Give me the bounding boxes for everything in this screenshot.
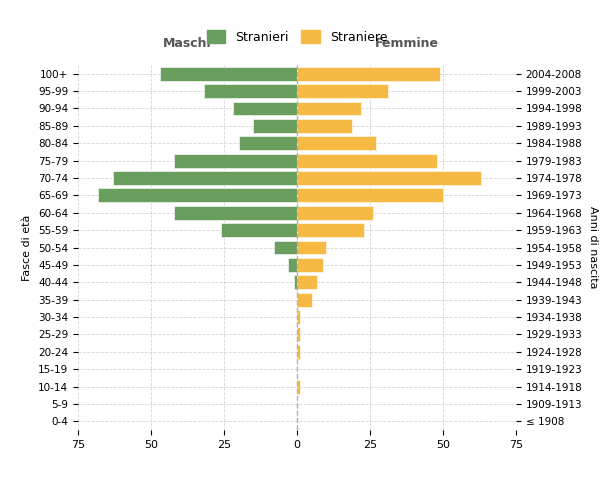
Y-axis label: Anni di nascita: Anni di nascita — [588, 206, 598, 289]
Bar — [297, 345, 300, 358]
Bar — [297, 66, 440, 80]
Bar — [297, 276, 317, 289]
Legend: Stranieri, Straniere: Stranieri, Straniere — [200, 24, 394, 50]
Bar — [221, 223, 297, 237]
Bar — [203, 84, 297, 98]
Bar — [297, 292, 311, 306]
Bar — [160, 66, 297, 80]
Bar — [274, 240, 297, 254]
Bar — [297, 188, 443, 202]
Text: Maschi: Maschi — [163, 38, 212, 51]
Bar — [297, 119, 352, 133]
Bar — [297, 136, 376, 150]
Bar — [297, 258, 323, 272]
Bar — [294, 276, 297, 289]
Bar — [253, 119, 297, 133]
Bar — [233, 102, 297, 116]
Bar — [297, 223, 364, 237]
Bar — [297, 171, 481, 185]
Bar — [297, 102, 361, 116]
Bar — [297, 84, 388, 98]
Bar — [297, 240, 326, 254]
Bar — [297, 328, 300, 342]
Y-axis label: Fasce di età: Fasce di età — [22, 214, 32, 280]
Bar — [297, 206, 373, 220]
Bar — [239, 136, 297, 150]
Bar — [113, 171, 297, 185]
Bar — [297, 380, 300, 394]
Bar — [288, 258, 297, 272]
Bar — [297, 310, 300, 324]
Bar — [98, 188, 297, 202]
Bar — [175, 206, 297, 220]
Bar — [175, 154, 297, 168]
Bar — [297, 154, 437, 168]
Text: Femmine: Femmine — [374, 38, 439, 51]
